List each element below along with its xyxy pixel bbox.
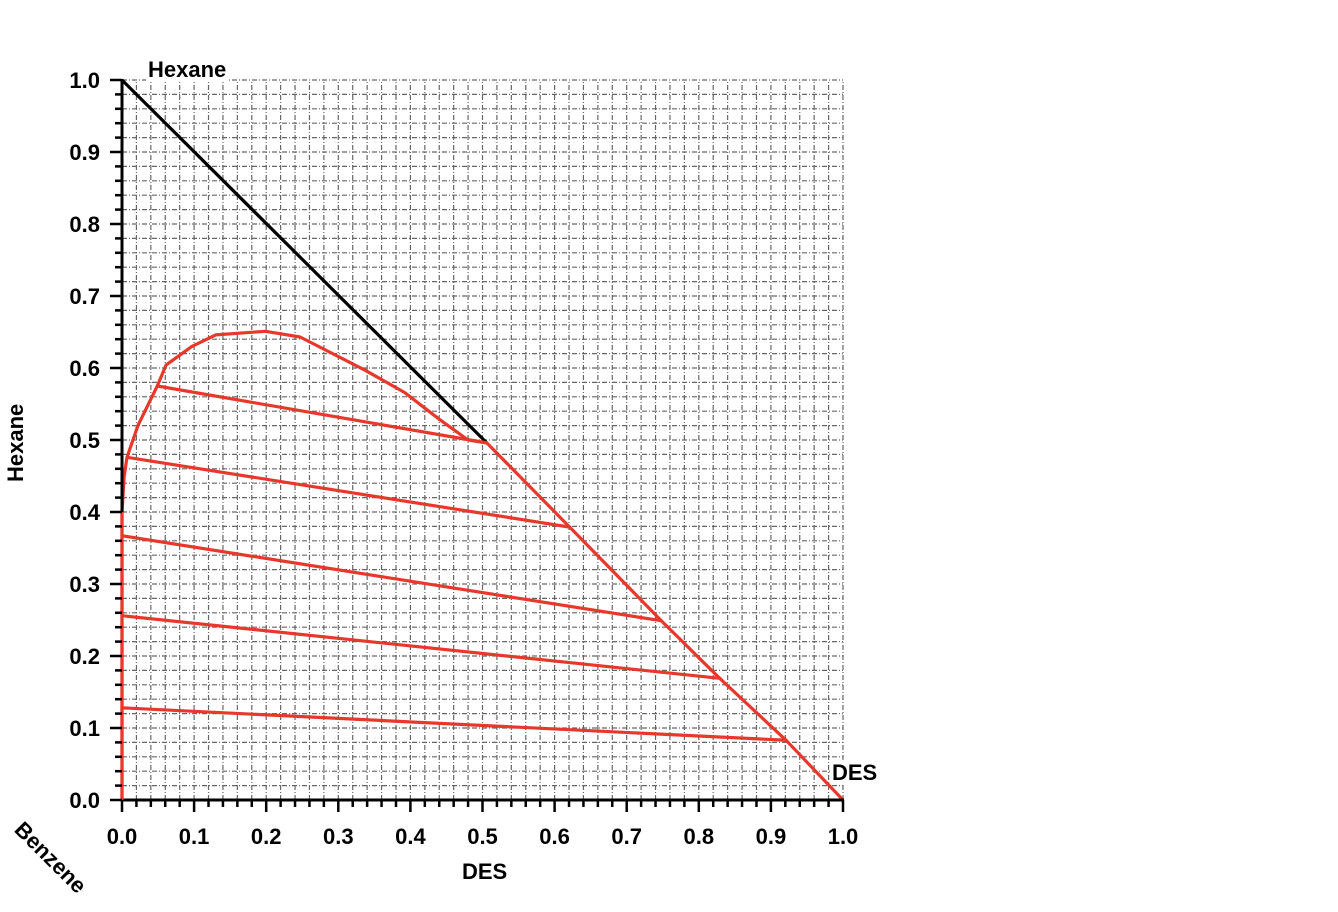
x-tick-label: 0.0 [107, 824, 138, 849]
y-tick-label: 0.7 [69, 284, 100, 309]
tie-line [125, 455, 572, 529]
corner-label-hexane: Hexane [146, 57, 229, 82]
y-tick-label: 0.9 [69, 140, 100, 165]
binodal-curve [120, 329, 845, 802]
y-tick-label: 0.5 [69, 428, 100, 453]
x-tick-label: 0.3 [323, 824, 354, 849]
y-tick-label: 0.6 [69, 356, 100, 381]
tie-line [155, 384, 489, 445]
y-tick-label: 0.8 [69, 212, 100, 237]
tie-line [120, 706, 788, 742]
y-axis-title: Hexane [3, 403, 28, 482]
x-tick-label: 0.7 [611, 824, 642, 849]
y-tick-label: 0.4 [69, 500, 100, 525]
x-tick-label: 0.9 [756, 824, 787, 849]
x-tick-label: 0.1 [179, 824, 210, 849]
tie-line [120, 534, 663, 623]
y-tick-label: 0.2 [69, 644, 100, 669]
triangle-edge-line [120, 78, 488, 445]
x-tick-label: 0.2 [251, 824, 282, 849]
corner-label-des: DES [830, 760, 880, 785]
x-tick-label: 0.5 [467, 824, 498, 849]
tick-labels: 0.0 0.1 0.2 0.3 0.4 0.5 0.6 0.7 0.8 0.9 1.0 0.0 0.1 0… [69, 68, 858, 849]
y-tick-label: 0.1 [69, 716, 100, 741]
x-tick-label: 0.6 [539, 824, 570, 849]
y-tick-label: 0.0 [69, 788, 100, 813]
x-tick-label: 1.0 [828, 824, 859, 849]
y-tick-label: 0.3 [69, 572, 100, 597]
tie-line [120, 614, 722, 680]
x-axis-title: DES [462, 859, 508, 884]
y-tick-label: 1.0 [69, 68, 100, 93]
x-tick-label: 0.8 [684, 824, 715, 849]
axes [110, 78, 845, 812]
data-series [120, 78, 845, 802]
x-tick-label: 0.4 [395, 824, 426, 849]
